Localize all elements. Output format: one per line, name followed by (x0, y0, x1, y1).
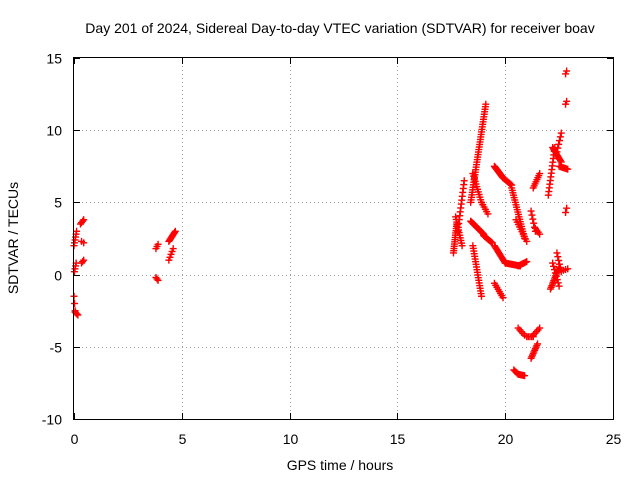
x-tick-label: 15 (390, 431, 406, 447)
data-point (71, 299, 79, 307)
data-point (556, 157, 564, 165)
data-point (507, 180, 515, 188)
data-point (564, 265, 572, 273)
data-point (73, 310, 81, 318)
chart-title: Day 201 of 2024, Sidereal Day-to-day VTE… (85, 20, 594, 36)
data-point (73, 227, 81, 235)
data-point (523, 237, 531, 245)
data-point (556, 133, 564, 141)
data-point (556, 260, 564, 268)
plot-frame (73, 57, 614, 420)
data-point (154, 276, 162, 284)
y-tick-labels: -10 -5 0 5 10 15 (42, 51, 62, 428)
data-point (550, 266, 558, 274)
data-point (563, 97, 571, 105)
data-points (70, 67, 572, 380)
data-point (556, 137, 564, 145)
data-point (499, 294, 507, 302)
data-point (487, 238, 495, 246)
data-point (530, 219, 538, 227)
data-point (555, 282, 563, 290)
data-point (460, 177, 468, 185)
data-point (554, 279, 562, 287)
data-point (477, 292, 485, 300)
data-point (528, 353, 536, 361)
data-point (458, 242, 466, 250)
data-point (563, 67, 571, 75)
x-tick-label: 5 (179, 431, 187, 447)
data-point (555, 140, 563, 148)
data-point (553, 276, 561, 284)
data-point (484, 210, 492, 218)
y-tick-label: -10 (42, 412, 62, 428)
data-point (80, 216, 88, 224)
data-point (528, 211, 536, 219)
y-tick-label: 5 (54, 195, 62, 211)
data-point (554, 253, 562, 261)
data-point (530, 348, 538, 356)
x-tick-label: 20 (498, 431, 514, 447)
data-point (553, 148, 561, 156)
data-point (171, 228, 179, 236)
x-tick-label: 0 (71, 431, 79, 447)
x-tick-label: 25 (606, 431, 622, 447)
data-point (529, 351, 537, 359)
data-point (534, 340, 542, 348)
data-point (80, 256, 88, 264)
y-axis-label: SDTVAR / TECUs (5, 182, 21, 294)
y-tick-label: 15 (46, 51, 62, 67)
data-point (536, 230, 544, 238)
axis-ticks (74, 58, 614, 420)
data-point (536, 170, 544, 178)
x-tick-label: 10 (283, 431, 299, 447)
data-point (554, 144, 562, 152)
grid-lines (74, 58, 613, 419)
data-point (531, 345, 539, 353)
data-point (169, 245, 177, 253)
data-point (536, 324, 544, 332)
data-point (153, 275, 161, 283)
data-point (154, 240, 162, 248)
data-point (529, 215, 537, 223)
data-point (551, 269, 559, 277)
data-point (80, 239, 88, 247)
data-point (527, 207, 535, 215)
data-point (521, 372, 529, 380)
data-point (171, 227, 179, 235)
x-axis-label: GPS time / hours (287, 457, 394, 473)
x-tick-labels: 0 5 10 15 20 25 (71, 431, 622, 447)
data-point (555, 256, 563, 264)
data-point (532, 343, 540, 351)
data-point (529, 350, 537, 358)
data-point (533, 342, 541, 350)
data-point (79, 258, 87, 266)
y-tick-label: 0 (54, 268, 62, 284)
data-point (74, 311, 82, 319)
data-point (563, 204, 571, 212)
y-tick-label: 10 (46, 123, 62, 139)
data-point (523, 258, 531, 266)
data-point (553, 249, 561, 257)
data-point (527, 354, 535, 362)
data-point (531, 346, 539, 354)
data-point (79, 217, 87, 225)
data-point (557, 129, 565, 137)
data-point (549, 259, 557, 267)
data-point (482, 100, 490, 108)
data-point (550, 262, 558, 270)
data-point (562, 209, 570, 217)
y-tick-label: -5 (50, 340, 63, 356)
data-point (552, 272, 560, 280)
data-point (564, 165, 572, 173)
